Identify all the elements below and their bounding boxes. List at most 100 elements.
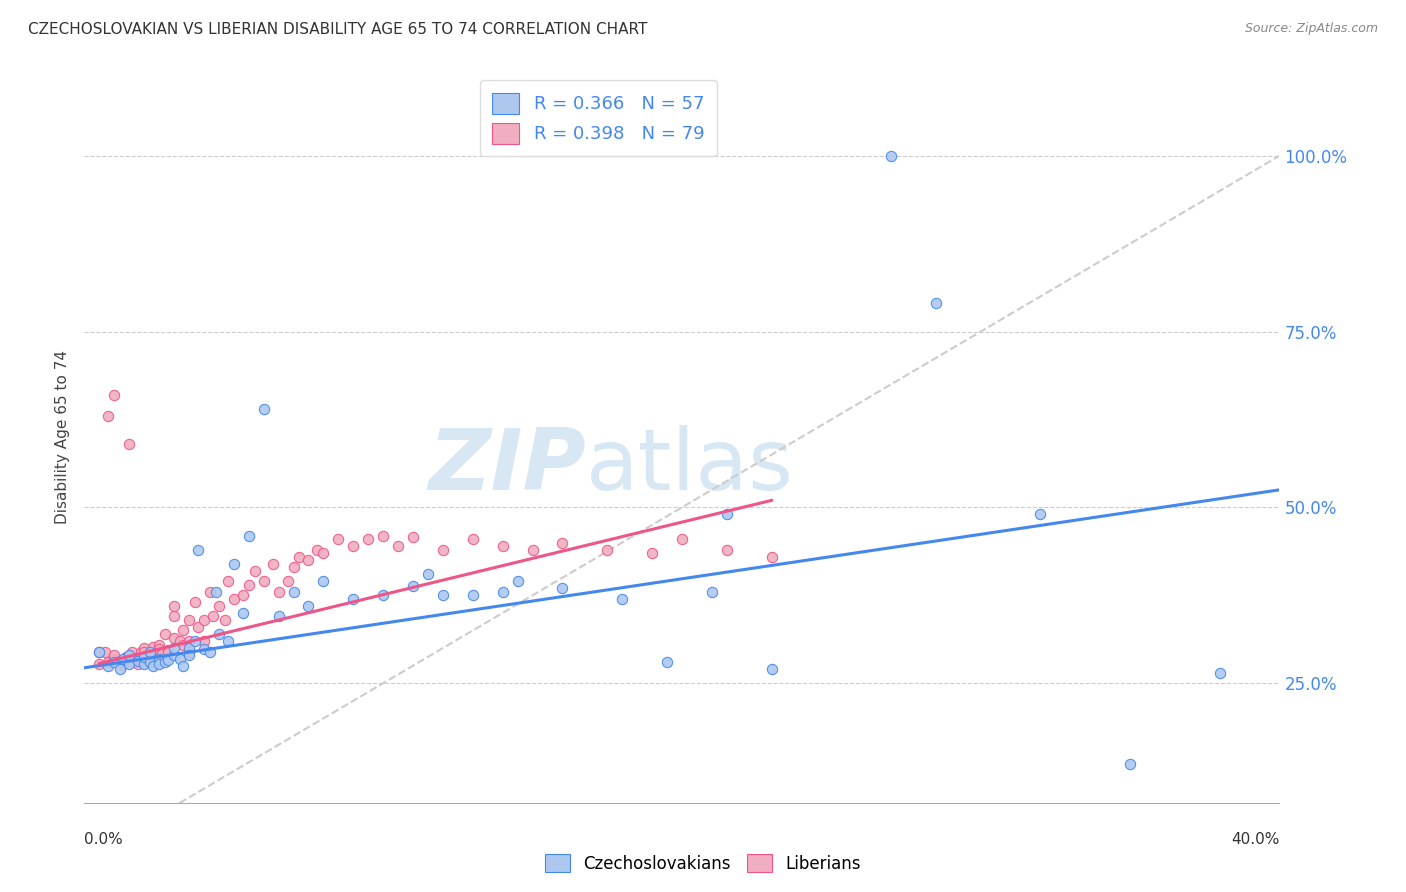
Point bbox=[103, 655, 125, 669]
Point bbox=[387, 539, 409, 553]
Point bbox=[700, 584, 723, 599]
Point bbox=[132, 649, 156, 664]
Point bbox=[89, 657, 111, 671]
Point bbox=[461, 532, 484, 546]
Legend: R = 0.366   N = 57, R = 0.398   N = 79: R = 0.366 N = 57, R = 0.398 N = 79 bbox=[479, 80, 717, 156]
Point bbox=[163, 648, 186, 662]
Y-axis label: Disability Age 65 to 74: Disability Age 65 to 74 bbox=[55, 350, 70, 524]
Point bbox=[118, 657, 141, 671]
Point bbox=[177, 634, 200, 648]
Point bbox=[97, 658, 120, 673]
Point bbox=[139, 646, 162, 660]
Point bbox=[157, 644, 180, 658]
Point bbox=[214, 613, 236, 627]
Point bbox=[342, 539, 364, 553]
Point bbox=[522, 542, 544, 557]
Point bbox=[145, 653, 167, 667]
Point bbox=[297, 553, 319, 567]
Point bbox=[217, 574, 239, 589]
Point bbox=[139, 655, 162, 669]
Point bbox=[402, 579, 425, 593]
Point bbox=[163, 641, 186, 656]
Point bbox=[187, 542, 209, 557]
Point bbox=[262, 557, 284, 571]
Point bbox=[169, 634, 191, 648]
Point bbox=[184, 595, 207, 609]
Point bbox=[880, 149, 903, 163]
Text: CZECHOSLOVAKIAN VS LIBERIAN DISABILITY AGE 65 TO 74 CORRELATION CHART: CZECHOSLOVAKIAN VS LIBERIAN DISABILITY A… bbox=[28, 22, 648, 37]
Text: 0.0%: 0.0% bbox=[84, 832, 124, 847]
Point bbox=[148, 642, 170, 657]
Point bbox=[492, 584, 515, 599]
Point bbox=[222, 557, 245, 571]
Point bbox=[153, 655, 176, 669]
Point bbox=[153, 627, 176, 641]
Point bbox=[103, 651, 125, 665]
Point bbox=[267, 609, 290, 624]
Point bbox=[716, 542, 738, 557]
Point bbox=[551, 582, 574, 596]
Point bbox=[253, 574, 276, 589]
Point bbox=[132, 644, 156, 658]
Point bbox=[1119, 757, 1142, 772]
Point bbox=[129, 644, 152, 658]
Point bbox=[596, 542, 619, 557]
Point bbox=[172, 638, 194, 652]
Point bbox=[177, 644, 200, 658]
Point bbox=[139, 644, 162, 658]
Point bbox=[127, 657, 149, 671]
Point bbox=[198, 584, 221, 599]
Point bbox=[103, 648, 125, 662]
Point bbox=[402, 530, 425, 544]
Point bbox=[612, 591, 634, 606]
Point bbox=[142, 658, 165, 673]
Point bbox=[232, 588, 254, 602]
Point bbox=[177, 648, 200, 662]
Point bbox=[1209, 665, 1232, 680]
Point bbox=[761, 662, 783, 676]
Point bbox=[243, 564, 266, 578]
Point bbox=[208, 627, 231, 641]
Point bbox=[267, 584, 290, 599]
Point bbox=[157, 643, 180, 657]
Point bbox=[761, 549, 783, 564]
Point bbox=[288, 549, 311, 564]
Point bbox=[177, 641, 200, 656]
Point bbox=[222, 591, 245, 606]
Point bbox=[342, 591, 364, 606]
Point bbox=[373, 588, 395, 602]
Point bbox=[110, 662, 132, 676]
Point bbox=[373, 528, 395, 542]
Point bbox=[432, 542, 454, 557]
Point bbox=[139, 650, 162, 665]
Point bbox=[97, 409, 120, 423]
Point bbox=[177, 613, 200, 627]
Point bbox=[124, 651, 146, 665]
Point bbox=[198, 644, 221, 658]
Point bbox=[157, 653, 180, 667]
Point bbox=[148, 638, 170, 652]
Point bbox=[461, 588, 484, 602]
Point bbox=[201, 609, 224, 624]
Point bbox=[193, 634, 215, 648]
Point bbox=[1029, 508, 1052, 522]
Point bbox=[208, 599, 231, 613]
Text: Source: ZipAtlas.com: Source: ZipAtlas.com bbox=[1244, 22, 1378, 36]
Point bbox=[132, 655, 156, 669]
Text: 40.0%: 40.0% bbox=[1232, 832, 1279, 847]
Text: atlas: atlas bbox=[586, 425, 794, 508]
Text: ZIP: ZIP bbox=[429, 425, 586, 508]
Point bbox=[150, 647, 173, 661]
Point bbox=[118, 648, 141, 662]
Point bbox=[148, 657, 170, 671]
Point bbox=[89, 644, 111, 658]
Point bbox=[127, 651, 149, 665]
Point bbox=[671, 532, 693, 546]
Point bbox=[172, 658, 194, 673]
Point bbox=[121, 644, 143, 658]
Point bbox=[283, 584, 305, 599]
Legend: Czechoslovakians, Liberians: Czechoslovakians, Liberians bbox=[538, 847, 868, 880]
Point bbox=[416, 567, 439, 582]
Point bbox=[551, 535, 574, 549]
Point bbox=[118, 649, 141, 664]
